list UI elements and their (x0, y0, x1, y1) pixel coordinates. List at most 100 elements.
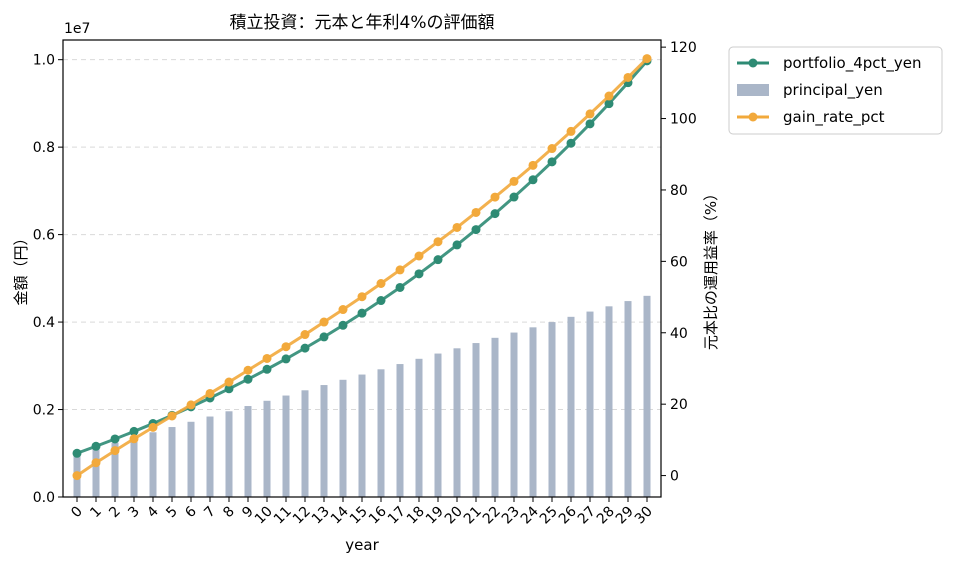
point-gain_rate_pct (167, 411, 177, 421)
x-axis: 0 1 2 3 4 5 6 7 8 9101112131415161718192021222324… (68, 497, 656, 527)
bar-principal_yen (434, 353, 442, 497)
left-y-tick-label: 0.6 (33, 228, 55, 244)
left-y-tick-label: 0.0 (33, 490, 55, 506)
point-portfolio_4pct_yen (471, 225, 481, 235)
x-tick-label: 1 (87, 504, 105, 522)
x-tick-label: 5 (163, 504, 181, 522)
point-portfolio_4pct_yen (110, 434, 120, 444)
left-y-tick-label: 0.4 (33, 315, 55, 331)
point-gain_rate_pct (338, 305, 348, 315)
bar-principal_yen (377, 369, 385, 497)
bar-principal_yen (358, 374, 366, 497)
point-gain_rate_pct (566, 126, 576, 136)
point-portfolio_4pct_yen (243, 374, 253, 384)
series-lines (72, 54, 652, 481)
left-y-tick-label: 1.0 (33, 53, 55, 69)
point-gain_rate_pct (72, 471, 82, 481)
point-portfolio_4pct_yen (262, 364, 272, 374)
bar-principal_yen (453, 348, 461, 497)
point-gain_rate_pct (281, 342, 291, 352)
bar-principal_yen (586, 311, 594, 497)
left-y-tick-label: 0.2 (33, 403, 55, 419)
x-tick-label: 7 (201, 504, 219, 522)
point-gain_rate_pct (205, 388, 215, 398)
point-gain_rate_pct (414, 251, 424, 261)
point-gain_rate_pct (243, 365, 253, 375)
left-axis-offset-label: 1e7 (64, 21, 90, 37)
bar-principal_yen (472, 343, 480, 497)
right-y-tick-label: 60 (670, 254, 688, 270)
x-tick-label: 30 (632, 504, 656, 528)
bar-principal_yen (415, 358, 423, 497)
legend-marker-portfolio_4pct_yen (748, 58, 758, 68)
right-axis-title: 元本比の運用益率（%） (702, 186, 720, 350)
point-gain_rate_pct (395, 265, 405, 275)
bar-principal_yen (92, 448, 100, 497)
point-portfolio_4pct_yen (509, 192, 519, 202)
point-gain_rate_pct (148, 422, 158, 432)
legend-marker-gain_rate_pct (748, 112, 758, 122)
point-portfolio_4pct_yen (414, 269, 424, 279)
point-portfolio_4pct_yen (300, 343, 310, 353)
point-gain_rate_pct (91, 458, 101, 468)
point-gain_rate_pct (262, 353, 272, 363)
point-gain_rate_pct (357, 292, 367, 302)
bar-principal_yen (149, 432, 157, 497)
point-portfolio_4pct_yen (585, 119, 595, 129)
point-portfolio_4pct_yen (319, 332, 329, 342)
bar-principal_yen (643, 295, 651, 497)
point-portfolio_4pct_yen (338, 320, 348, 330)
legend-label-principal_yen: principal_yen (783, 81, 883, 100)
point-gain_rate_pct (528, 160, 538, 170)
point-portfolio_4pct_yen (129, 426, 139, 436)
bar-principal_yen (605, 306, 613, 497)
x-axis-title: year (345, 536, 379, 554)
point-gain_rate_pct (376, 278, 386, 288)
right-y-tick-label: 40 (670, 326, 688, 342)
bar-principal_yen (130, 437, 138, 497)
right-y-tick-label: 20 (670, 397, 688, 413)
right-y-tick-label: 80 (670, 183, 688, 199)
point-portfolio_4pct_yen (528, 175, 538, 185)
point-portfolio_4pct_yen (376, 296, 386, 306)
bar-principal_yen (187, 421, 195, 497)
point-portfolio_4pct_yen (72, 448, 82, 458)
right-y-axis: 0 20 40 60 80 100 120 (661, 40, 697, 485)
point-portfolio_4pct_yen (547, 157, 557, 167)
x-tick-label: 0 (68, 504, 86, 522)
legend-label-gain_rate_pct: gain_rate_pct (783, 108, 885, 127)
right-y-tick-label: 100 (670, 112, 697, 128)
x-tick-label: 6 (182, 503, 200, 521)
point-gain_rate_pct (129, 434, 139, 444)
left-axis-title: 金額（円） (12, 230, 30, 305)
point-gain_rate_pct (471, 207, 481, 217)
legend: portfolio_4pct_yen principal_yen gain_rate… (728, 46, 943, 135)
point-gain_rate_pct (319, 317, 329, 327)
point-gain_rate_pct (110, 446, 120, 456)
bar-principal_yen (548, 322, 556, 497)
point-gain_rate_pct (509, 176, 519, 186)
point-portfolio_4pct_yen (395, 282, 405, 292)
right-y-tick-label: 120 (670, 40, 697, 56)
x-tick-label: 3 (125, 504, 143, 522)
legend-swatch-principal_yen (737, 84, 769, 96)
point-gain_rate_pct (452, 222, 462, 232)
bar-principal_yen (320, 385, 328, 497)
point-portfolio_4pct_yen (224, 384, 234, 394)
point-gain_rate_pct (604, 91, 614, 101)
bar-principal_yen (282, 395, 290, 497)
point-portfolio_4pct_yen (281, 354, 291, 364)
bar-principal_yen (244, 406, 252, 497)
bar-principal_yen (168, 427, 176, 497)
legend-box (728, 46, 943, 135)
bar-principal_yen (529, 327, 537, 497)
bar-principal_yen (396, 364, 404, 497)
point-gain_rate_pct (623, 72, 633, 82)
chart-title: 積立投資：元本と年利4%の評価額 (230, 13, 495, 33)
point-gain_rate_pct (547, 144, 557, 154)
point-gain_rate_pct (585, 109, 595, 119)
point-portfolio_4pct_yen (452, 240, 462, 250)
point-gain_rate_pct (300, 330, 310, 340)
legend-label-portfolio_4pct_yen: portfolio_4pct_yen (783, 54, 922, 73)
